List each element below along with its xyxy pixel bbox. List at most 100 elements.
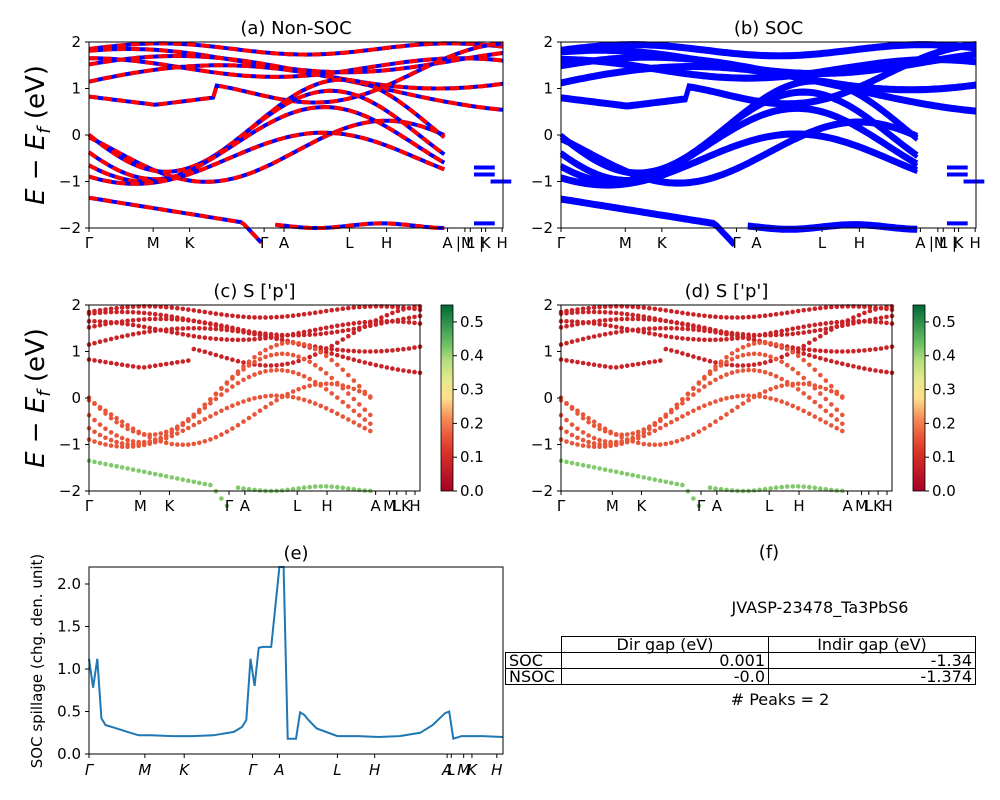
band-point [768, 354, 773, 360]
band-point [230, 426, 235, 431]
band-point [312, 310, 318, 316]
band-point [564, 459, 569, 465]
band-point [757, 368, 762, 374]
band-point [257, 351, 263, 356]
band-point [335, 411, 340, 417]
band-point [323, 349, 329, 355]
band-point [235, 314, 241, 319]
band-point [213, 411, 219, 416]
band-point [213, 352, 219, 358]
band-point [641, 430, 647, 435]
band-point [97, 422, 103, 427]
band-point [867, 319, 873, 324]
band-point [125, 426, 130, 432]
band-point [613, 310, 619, 316]
band-point [658, 333, 663, 338]
band-point [647, 317, 652, 322]
band-point [784, 310, 790, 316]
band-point [97, 432, 103, 438]
band-point [818, 391, 823, 396]
band-point [619, 441, 624, 447]
band-point [235, 371, 241, 377]
band-point [669, 319, 674, 325]
band-point [279, 351, 285, 357]
band-point [878, 369, 884, 374]
band-point [652, 422, 658, 428]
band-point [119, 419, 125, 425]
band-point [125, 437, 130, 443]
band-point [318, 326, 324, 332]
x-tick-label: K [637, 497, 648, 515]
x-tick-label: K [954, 234, 965, 252]
band-point [652, 442, 658, 448]
table-header-indir-gap: Indir gap (eV) [768, 636, 976, 653]
band-point [141, 442, 147, 448]
band-point [373, 362, 379, 368]
band-point [318, 331, 324, 337]
band-point [834, 389, 840, 395]
band-point [186, 425, 191, 431]
band-point [713, 399, 718, 404]
band-point [108, 415, 114, 421]
band-point [586, 320, 591, 325]
band-point [597, 437, 602, 443]
band-point [663, 479, 669, 485]
band-point [768, 371, 773, 377]
band-point [685, 396, 691, 402]
band-point [252, 372, 257, 377]
band-point [597, 321, 602, 327]
band-point [669, 440, 674, 446]
band-point [97, 339, 103, 345]
band-point [219, 354, 224, 359]
x-tick-label: A [279, 234, 290, 252]
band-point [285, 394, 290, 399]
band-point [713, 360, 718, 365]
band-point [357, 304, 362, 310]
band-point [757, 314, 762, 319]
band-point [268, 315, 274, 320]
x-tick-label: Γ [697, 497, 706, 515]
band-point [219, 327, 224, 332]
band-point [125, 333, 130, 338]
band-point [685, 391, 691, 397]
band-point [702, 328, 707, 334]
band-point [285, 332, 290, 338]
band-soc [559, 88, 919, 182]
x-tick-label: H [381, 234, 392, 252]
band-point [175, 317, 180, 322]
band-point [301, 312, 307, 317]
band-point [141, 432, 147, 437]
band-point [108, 412, 114, 417]
band-point [340, 414, 346, 419]
band-point [663, 414, 669, 419]
band-point [696, 324, 702, 329]
band-point [569, 440, 575, 446]
x-tick-label: H [491, 761, 502, 779]
band-point [746, 393, 751, 399]
band-point [202, 439, 208, 444]
colorbar-tick-label: 0.5 [932, 313, 956, 331]
band-point [224, 337, 230, 342]
band-point [713, 330, 718, 335]
band-point [92, 319, 97, 324]
band-point [674, 481, 680, 487]
band-point [318, 484, 324, 489]
band-point [329, 307, 335, 313]
band-point [740, 352, 746, 358]
band-point [340, 367, 346, 373]
band-point [136, 323, 141, 329]
band-point [224, 503, 230, 509]
band-point [263, 404, 268, 410]
band-point [580, 437, 586, 443]
y-tick-label: −1 [531, 436, 553, 454]
band-point [175, 305, 180, 311]
band-point [274, 351, 279, 357]
band-point [575, 461, 580, 467]
band-point [362, 407, 368, 413]
band-point [224, 327, 230, 333]
band-point [412, 320, 417, 326]
band-point [696, 503, 702, 509]
band-point [290, 486, 296, 492]
x-tick-label: K [185, 234, 196, 252]
band-point [680, 326, 685, 332]
